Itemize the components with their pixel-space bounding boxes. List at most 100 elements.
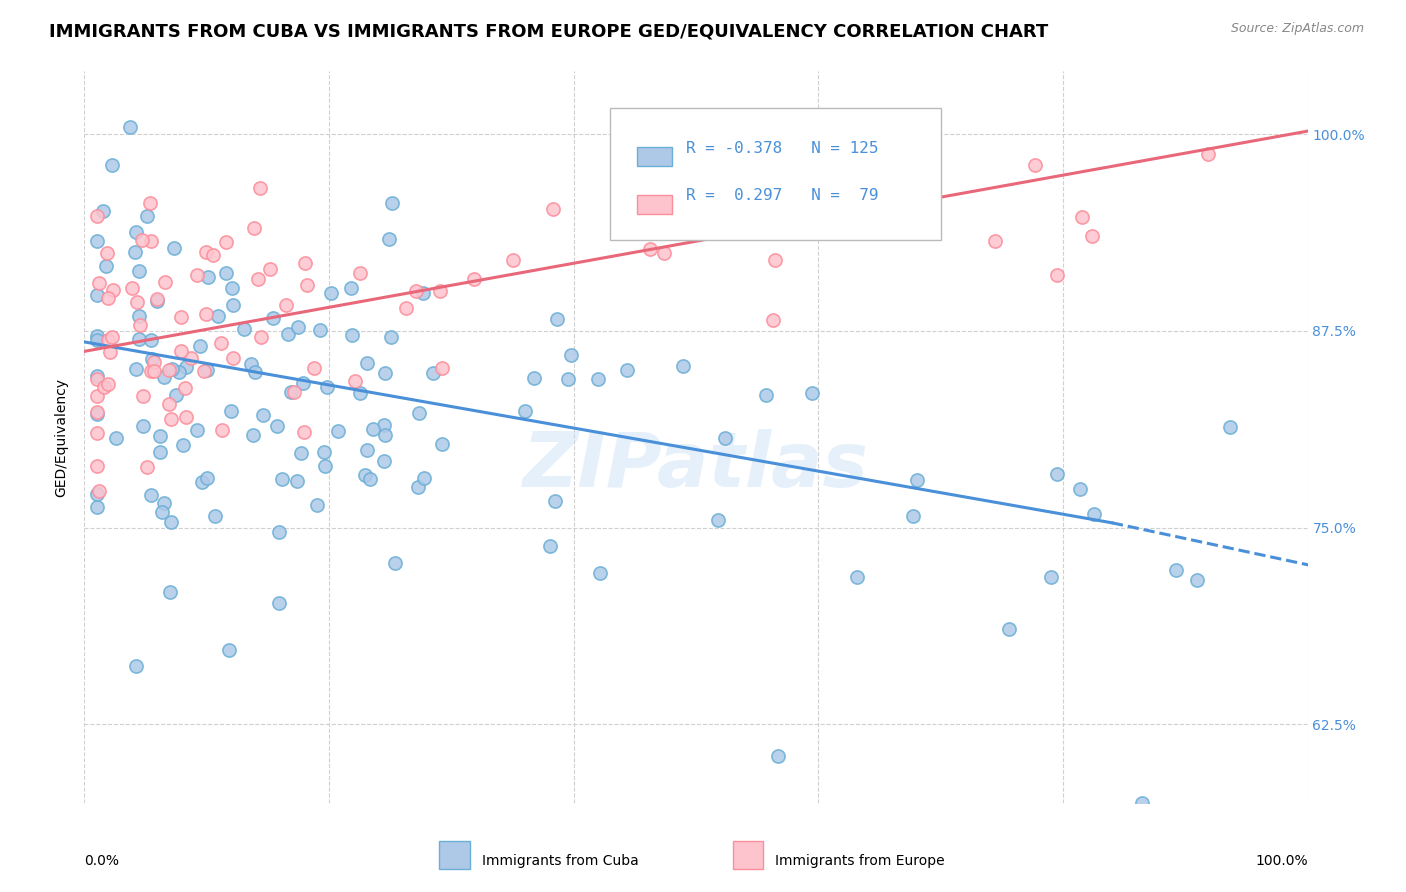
Point [128, 264, 150, 278]
Point [240, 357, 263, 371]
Point [408, 406, 430, 420]
Point [128, 309, 150, 323]
Point [405, 284, 427, 298]
Point [242, 428, 264, 442]
Point [1080, 229, 1102, 244]
Point [277, 327, 299, 342]
Point [353, 467, 375, 482]
Point [97, 333, 120, 347]
Point [103, 283, 125, 297]
Point [86, 459, 108, 474]
Point [586, 371, 609, 385]
Point [638, 242, 661, 256]
Point [155, 275, 177, 289]
Point [142, 364, 165, 378]
Point [259, 262, 281, 277]
Point [86, 235, 108, 249]
Point [714, 431, 737, 445]
Point [215, 266, 238, 280]
Point [422, 366, 444, 380]
Point [544, 493, 567, 508]
Point [502, 252, 524, 267]
Point [905, 473, 928, 487]
Point [91, 204, 114, 219]
Point [101, 158, 124, 172]
Point [755, 388, 778, 402]
Point [1069, 482, 1091, 496]
Point [141, 333, 163, 347]
Point [374, 427, 396, 442]
Point [384, 557, 406, 571]
Point [204, 508, 226, 523]
Point [283, 384, 305, 399]
Point [287, 319, 309, 334]
Point [823, 206, 845, 220]
Point [93, 380, 115, 394]
Point [463, 272, 485, 286]
Text: ZIPatlas: ZIPatlas [523, 429, 869, 503]
Point [1185, 573, 1208, 587]
FancyBboxPatch shape [733, 841, 763, 869]
Text: IMMIGRANTS FROM CUBA VS IMMIGRANTS FROM EUROPE GED/EQUIVALENCY CORRELATION CHART: IMMIGRANTS FROM CUBA VS IMMIGRANTS FROM … [49, 22, 1049, 40]
Point [174, 409, 197, 424]
Point [280, 385, 302, 400]
Point [201, 248, 224, 262]
Point [252, 408, 274, 422]
Point [340, 327, 363, 342]
Point [328, 425, 350, 439]
Point [290, 446, 312, 460]
Point [589, 566, 612, 581]
Point [86, 209, 108, 223]
Point [768, 748, 790, 763]
Point [763, 252, 786, 267]
Point [195, 245, 218, 260]
Point [215, 235, 238, 250]
Point [218, 643, 240, 657]
Point [222, 351, 245, 365]
Point [1046, 467, 1069, 481]
Text: Immigrants from Europe: Immigrants from Europe [776, 854, 945, 868]
Point [243, 220, 266, 235]
Point [139, 488, 162, 502]
Point [149, 445, 172, 459]
Point [162, 362, 184, 376]
Point [86, 425, 108, 440]
Point [165, 387, 187, 401]
Point [159, 411, 181, 425]
Point [186, 423, 208, 437]
Point [845, 570, 868, 584]
Point [118, 120, 141, 134]
FancyBboxPatch shape [637, 194, 672, 214]
Point [136, 210, 159, 224]
Point [314, 445, 336, 459]
Point [1070, 211, 1092, 225]
Point [174, 360, 197, 375]
Point [349, 267, 371, 281]
Point [309, 323, 332, 337]
Point [233, 322, 256, 336]
Point [654, 246, 676, 260]
Point [138, 196, 160, 211]
Point [269, 596, 291, 610]
Point [174, 381, 197, 395]
Point [87, 276, 110, 290]
Point [219, 404, 242, 418]
Point [139, 363, 162, 377]
Point [131, 418, 153, 433]
Point [316, 380, 339, 394]
Point [188, 339, 211, 353]
Point [285, 474, 308, 488]
Point [86, 368, 108, 383]
Point [124, 244, 146, 259]
Point [249, 180, 271, 194]
Point [125, 362, 148, 376]
Point [86, 372, 108, 386]
Point [125, 225, 148, 239]
Point [125, 659, 148, 673]
Point [276, 298, 298, 312]
FancyBboxPatch shape [439, 841, 470, 869]
Point [513, 404, 536, 418]
Point [1083, 507, 1105, 521]
Point [560, 348, 582, 362]
Point [86, 405, 108, 419]
